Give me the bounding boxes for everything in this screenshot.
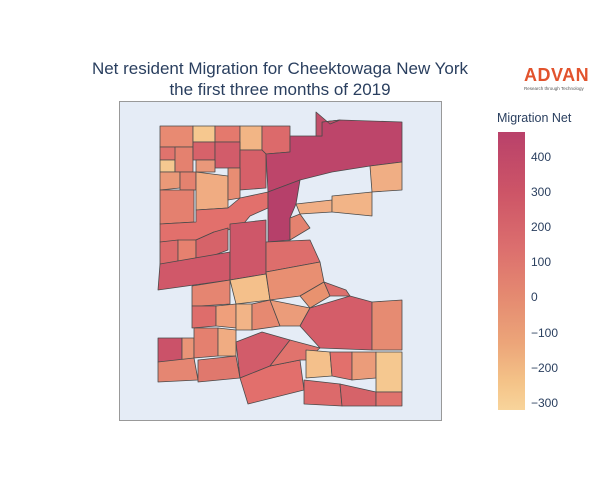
tract [157,337,183,363]
tract [227,167,241,201]
tract [229,219,267,281]
tract [174,146,194,173]
tract [157,357,199,383]
tract [214,141,241,169]
tract [239,149,267,191]
tract [217,327,237,357]
tract [197,355,241,383]
tract [305,349,333,379]
tract [351,351,377,381]
colorbar-tick: 300 [531,185,552,199]
tract [371,299,403,351]
tract [289,213,311,241]
title-line-2: the first three months of 2019 [169,80,391,99]
tract [339,383,377,407]
tract [191,279,231,307]
tract [239,125,263,151]
logo-tagline: Research through Technology [524,86,584,91]
colorbar-tick: 0 [531,290,538,304]
colorbar-tick: −300 [531,396,559,410]
tract [329,351,353,381]
tract [215,303,237,329]
tract [295,199,333,215]
tract [159,125,194,148]
tract [195,171,229,211]
tract [269,339,321,367]
tract [159,239,179,265]
colorbar-tick: −100 [531,326,559,340]
tract [159,171,181,191]
colorbar-title: Migration Net [497,111,572,125]
tract [191,305,217,329]
tract [214,125,241,143]
tract [375,351,403,393]
logo-name: ADVAN [524,65,590,85]
colorbar [498,132,525,410]
map-title: Net resident Migration for Cheektowaga N… [40,58,520,100]
title-line-1: Net resident Migration for Cheektowaga N… [91,59,469,78]
tract [193,327,219,359]
tract [192,125,216,143]
colorbar-tick: 400 [531,150,552,164]
tract [235,303,253,331]
tract [192,141,216,161]
tract [369,161,403,193]
colorbar-tick: 100 [531,255,552,269]
tract [159,189,195,225]
tract [179,171,197,191]
tract [303,379,343,407]
tract [159,159,176,173]
tract [261,125,291,155]
tract [375,391,403,407]
advan-logo: ADVAN Research through Technology [524,65,590,91]
colorbar-tick: −200 [531,361,559,375]
colorbar-tick: 200 [531,220,552,234]
tract [195,159,216,173]
tract [331,191,373,217]
tract [239,359,305,405]
tract [315,111,341,137]
